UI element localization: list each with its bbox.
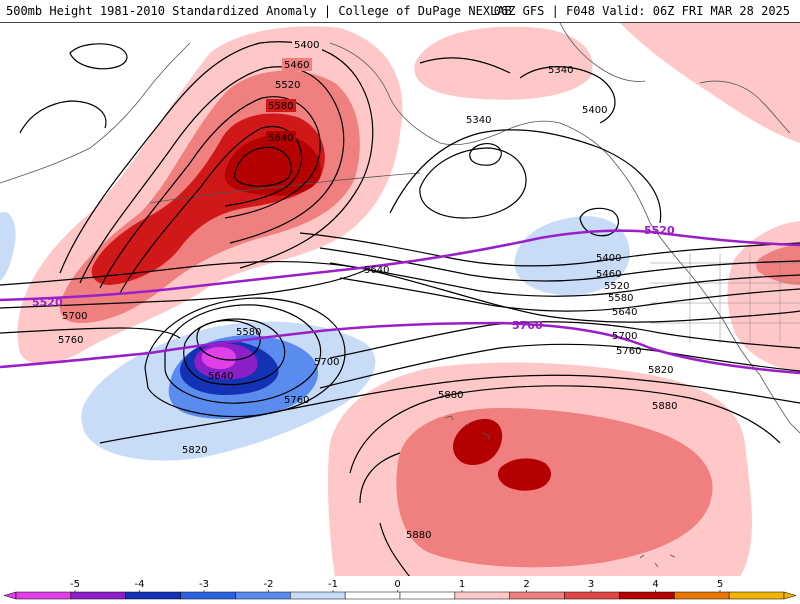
mexico-coast	[760, 375, 800, 433]
contour-5340-north	[420, 148, 526, 218]
contour-label: 5400	[596, 253, 621, 264]
contour-label: 5580	[236, 327, 261, 338]
contour-label: 5400	[294, 40, 319, 51]
contour-label: 5880	[438, 390, 463, 401]
colorbar-segment	[290, 592, 345, 599]
colorbar-tick-label: -2	[264, 579, 274, 590]
colorbar-tick-label: -5	[70, 579, 80, 590]
colorbar-tick-label: 4	[652, 579, 658, 590]
colorbar-segment	[729, 592, 784, 599]
contour-label: 5760	[58, 335, 83, 346]
colorbar-tick-label: 5	[717, 579, 723, 590]
colorbar-segment	[619, 592, 674, 599]
anomaly-shading	[0, 23, 800, 577]
colorbar-tick-label: 3	[588, 579, 594, 590]
colorbar-segment	[510, 592, 565, 599]
highlight-label-5520: 5520	[32, 296, 63, 309]
contour-label: 5640	[208, 371, 233, 382]
colorbar-tick-label: 1	[459, 579, 465, 590]
contour-label: 5640	[364, 265, 389, 276]
contour-label: 5820	[182, 445, 207, 456]
contour-label: 5340	[466, 115, 491, 126]
colorbar-tick-label: 0	[394, 579, 400, 590]
contour-label: 5400	[582, 105, 607, 116]
contour-arctic-loop-2	[20, 101, 106, 133]
contour-label: 5340	[548, 65, 573, 76]
negative-anomaly-west-edge	[0, 212, 16, 281]
contour-5340-loop	[470, 144, 501, 166]
positive-anomaly-arctic	[414, 27, 592, 100]
colorbar-tick-label: -1	[328, 579, 338, 590]
model-valid-time: 06Z GFS | F048 Valid: 06Z FRI MAR 28 202…	[494, 4, 790, 18]
contour-label: 5760	[616, 346, 641, 357]
contour-label: 5520	[275, 80, 300, 91]
contour-label: 5760	[284, 395, 309, 406]
colorbar-segment	[400, 592, 455, 599]
colorbar-canvas: -5 -4 -3 -2 -1 0 1 2 3 4 5	[0, 576, 800, 600]
contour-label: 5820	[648, 365, 673, 376]
colorbar-arrow-right	[784, 592, 796, 599]
contour-arctic-loop-1	[70, 44, 127, 69]
contour-label: 5460	[284, 60, 309, 71]
colorbar-tick-label: 2	[523, 579, 529, 590]
colorbar-segment	[235, 592, 290, 599]
map-canvas: 5400 5460 5520 5580 5640 5340 5340 5400 …	[0, 23, 800, 577]
positive-anomaly-canada-north	[620, 23, 800, 143]
contour-label: 5700	[62, 311, 87, 322]
colorbar-segment	[16, 592, 71, 599]
colorbar-segments	[4, 592, 796, 599]
contour-label: 5880	[406, 530, 431, 541]
contour-label: 5580	[268, 101, 293, 112]
colorbar-tick-label: -3	[199, 579, 209, 590]
colorbar-segment	[674, 592, 729, 599]
colorbar-ticks: -5 -4 -3 -2 -1 0 1 2 3 4 5	[70, 579, 723, 592]
anomaly-map: 5400 5460 5520 5580 5640 5340 5340 5400 …	[0, 22, 800, 578]
title-bar: 500mb Height 1981-2010 Standardized Anom…	[0, 0, 800, 22]
highlight-label-5760: 5760	[512, 319, 543, 332]
contour-label: 5880	[652, 401, 677, 412]
colorbar-arrow-left	[4, 592, 16, 599]
contour-label: 5520	[604, 281, 629, 292]
anomaly-colorbar: -5 -4 -3 -2 -1 0 1 2 3 4 5	[0, 576, 800, 600]
contour-label: 5700	[314, 357, 339, 368]
colorbar-segment	[126, 592, 181, 599]
contour-label: 5460	[596, 269, 621, 280]
colorbar-segment	[455, 592, 510, 599]
colorbar-segment	[565, 592, 620, 599]
highlight-label-5520-east: 5520	[644, 224, 675, 237]
colorbar-segment	[345, 592, 400, 599]
product-title: 500mb Height 1981-2010 Standardized Anom…	[6, 4, 512, 18]
contour-label: 5640	[268, 133, 293, 144]
contour-label: 5640	[612, 307, 637, 318]
colorbar-segment	[181, 592, 236, 599]
contour-label: 5700	[612, 331, 637, 342]
colorbar-segment	[71, 592, 126, 599]
colorbar-tick-label: -4	[135, 579, 145, 590]
contour-label: 5580	[608, 293, 633, 304]
